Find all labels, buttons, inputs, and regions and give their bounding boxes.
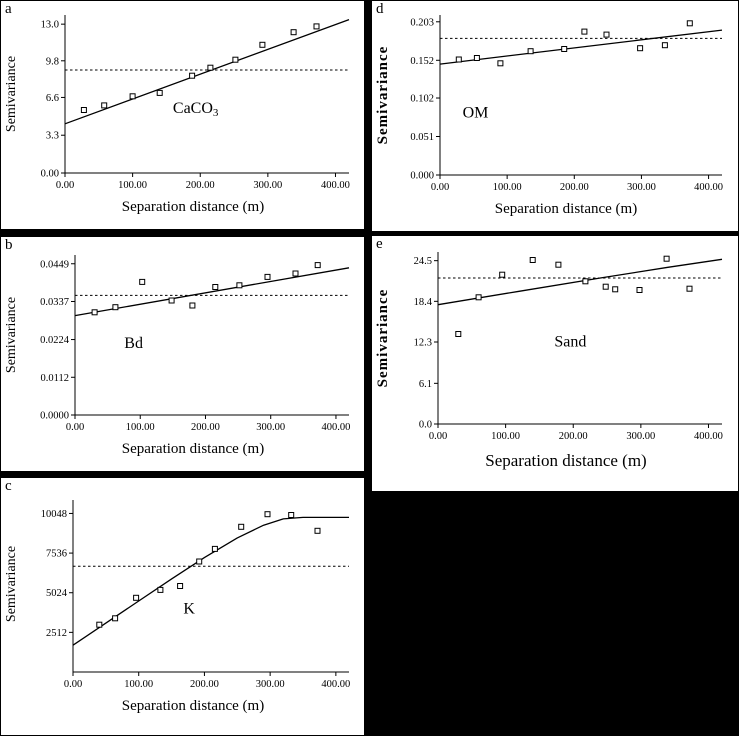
svg-text:0.102: 0.102 bbox=[410, 94, 434, 105]
svg-text:Bd: Bd bbox=[124, 335, 143, 352]
svg-text:Sand: Sand bbox=[554, 334, 586, 351]
svg-text:0.00: 0.00 bbox=[429, 431, 447, 442]
svg-text:2512: 2512 bbox=[46, 628, 67, 639]
svg-text:6.1: 6.1 bbox=[419, 379, 432, 390]
chart-caco3: 0.00 100.00 200.00 300.00 400.00 0.00 3.3 6.6 9.… bbox=[41, 15, 350, 191]
svg-text:100.00: 100.00 bbox=[118, 180, 147, 191]
svg-text:10048: 10048 bbox=[41, 509, 67, 520]
svg-text:200.00: 200.00 bbox=[186, 180, 215, 191]
panel-k: c Semivariance 0.00 100.00 200.00 300.00 400… bbox=[0, 477, 365, 736]
svg-text:0.0337: 0.0337 bbox=[40, 297, 69, 308]
svg-text:6.6: 6.6 bbox=[46, 93, 59, 104]
svg-text:0.203: 0.203 bbox=[410, 17, 434, 28]
svg-text:OM: OM bbox=[463, 104, 489, 121]
svg-text:200.00: 200.00 bbox=[559, 431, 588, 442]
svg-text:CaCO3: CaCO3 bbox=[173, 100, 219, 119]
chart-om: 0.00 100.00 200.00 300.00 400.00 0.000 0.051 0.… bbox=[410, 15, 723, 193]
svg-text:K: K bbox=[183, 601, 195, 618]
panel-sand: e Semivariance 0.00 100.00 200.00 300.00 400… bbox=[371, 235, 739, 492]
panel-letter-e: e bbox=[376, 236, 383, 252]
svg-text:3.3: 3.3 bbox=[46, 131, 59, 142]
chart-k: 0.00 100.00 200.00 300.00 400.00 2512 5024 7536… bbox=[41, 500, 350, 690]
svg-text:200.00: 200.00 bbox=[560, 182, 589, 193]
svg-text:18.4: 18.4 bbox=[414, 297, 433, 308]
svg-text:300.00: 300.00 bbox=[256, 422, 285, 433]
panel-om: d Semivariance 0.00 100.00 200.00 300.00 400… bbox=[371, 0, 739, 232]
svg-text:300.00: 300.00 bbox=[256, 679, 285, 690]
panel-caco3: a Semivariance 0.00 100.00 200.00 300.00 400… bbox=[0, 0, 365, 230]
y-axis-label-caco3: Semivariance bbox=[4, 55, 19, 133]
x-axis-label-bd: Separation distance (m) bbox=[121, 441, 265, 457]
svg-text:100.00: 100.00 bbox=[124, 679, 153, 690]
panel-letter-c: c bbox=[5, 478, 12, 494]
svg-text:200.00: 200.00 bbox=[191, 422, 220, 433]
chart-sand: 0.00 100.00 200.00 300.00 400.00 0.0 6.1 12.3 18… bbox=[414, 252, 723, 442]
svg-text:0.152: 0.152 bbox=[410, 56, 434, 67]
panel-bd: b Semivariance 0.00 100.00 200.00 300.00 400… bbox=[0, 236, 365, 472]
svg-text:24.5: 24.5 bbox=[414, 256, 432, 267]
svg-text:0.000: 0.000 bbox=[410, 171, 434, 182]
svg-text:0.00: 0.00 bbox=[431, 182, 449, 193]
svg-text:100.00: 100.00 bbox=[126, 422, 155, 433]
y-axis-label-bd: Semivariance bbox=[4, 296, 19, 374]
svg-text:400.00: 400.00 bbox=[694, 182, 723, 193]
svg-text:100.00: 100.00 bbox=[491, 431, 520, 442]
chart-bd: 0.00 100.00 200.00 300.00 400.00 0.0000 0.0112… bbox=[40, 255, 351, 433]
svg-text:0.0224: 0.0224 bbox=[40, 335, 70, 346]
svg-text:0.0000: 0.0000 bbox=[40, 411, 69, 422]
svg-text:9.8: 9.8 bbox=[46, 56, 59, 67]
svg-text:300.00: 300.00 bbox=[627, 182, 656, 193]
svg-text:12.3: 12.3 bbox=[414, 338, 432, 349]
svg-text:300.00: 300.00 bbox=[626, 431, 655, 442]
svg-text:300.00: 300.00 bbox=[253, 180, 282, 191]
svg-text:400.00: 400.00 bbox=[321, 679, 350, 690]
svg-text:5024: 5024 bbox=[46, 588, 68, 599]
y-axis-label-sand: Semivariance bbox=[375, 288, 391, 388]
y-axis-label-k: Semivariance bbox=[4, 545, 19, 623]
svg-text:400.00: 400.00 bbox=[321, 180, 350, 191]
x-axis-label-k: Separation distance (m) bbox=[121, 698, 265, 714]
svg-text:0.00: 0.00 bbox=[64, 679, 82, 690]
svg-text:0.0449: 0.0449 bbox=[40, 259, 69, 270]
panel-letter-d: d bbox=[376, 1, 384, 17]
svg-text:400.00: 400.00 bbox=[322, 422, 351, 433]
svg-text:7536: 7536 bbox=[46, 549, 67, 560]
y-axis-label-om: Semivariance bbox=[375, 45, 391, 145]
svg-text:0.00: 0.00 bbox=[66, 422, 84, 433]
svg-text:0.00: 0.00 bbox=[41, 169, 59, 180]
x-axis-label-caco3: Separation distance (m) bbox=[121, 199, 265, 215]
panel-letter-a: a bbox=[5, 1, 12, 17]
x-axis-label-om: Separation distance (m) bbox=[494, 201, 638, 217]
x-axis-label-sand: Separation distance (m) bbox=[485, 451, 647, 470]
svg-text:0.051: 0.051 bbox=[410, 132, 434, 143]
svg-text:200.00: 200.00 bbox=[190, 679, 219, 690]
svg-text:0.0: 0.0 bbox=[419, 420, 432, 431]
svg-text:0.0112: 0.0112 bbox=[41, 373, 70, 384]
svg-text:13.0: 13.0 bbox=[41, 20, 59, 31]
svg-text:0.00: 0.00 bbox=[56, 180, 74, 191]
panel-letter-b: b bbox=[5, 237, 13, 253]
svg-text:400.00: 400.00 bbox=[694, 431, 723, 442]
svg-text:100.00: 100.00 bbox=[493, 182, 522, 193]
